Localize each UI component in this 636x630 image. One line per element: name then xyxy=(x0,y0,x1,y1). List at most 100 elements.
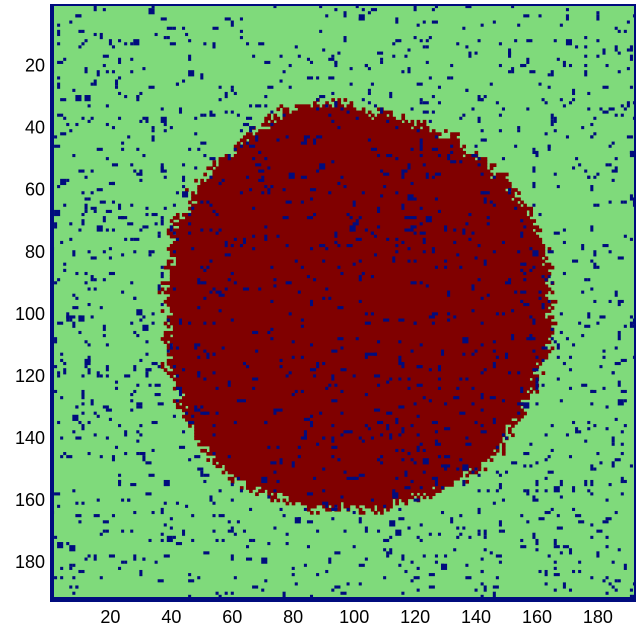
heatmap-cell-run xyxy=(246,479,454,484)
heatmap-cell xyxy=(105,70,109,74)
heatmap-cell xyxy=(526,57,530,64)
heatmap-cell-run xyxy=(215,455,491,459)
heatmap-cell xyxy=(151,126,155,130)
heatmap-cell-run xyxy=(288,498,393,503)
heatmap-cell xyxy=(309,299,314,307)
heatmap-cell xyxy=(401,458,405,462)
heatmap-cell xyxy=(203,321,207,325)
heatmap-cell xyxy=(489,200,493,204)
heatmap-cell xyxy=(291,393,295,397)
heatmap-cell xyxy=(553,588,557,592)
heatmap-cell xyxy=(413,321,417,325)
heatmap-cell xyxy=(419,523,423,527)
heatmap-cell xyxy=(614,417,618,421)
heatmap-cell-run xyxy=(197,185,512,189)
heatmap-cell xyxy=(383,538,390,543)
heatmap-cell xyxy=(258,287,262,291)
heatmap-cell xyxy=(227,455,231,459)
heatmap-cell xyxy=(495,470,499,474)
heatmap-cell xyxy=(319,244,323,248)
heatmap-cell xyxy=(559,479,563,487)
heatmap-cell xyxy=(102,54,109,58)
heatmap-cell xyxy=(358,582,362,586)
heatmap-cell-run xyxy=(194,433,506,438)
heatmap-cell xyxy=(474,256,478,260)
heatmap-cell xyxy=(224,253,228,257)
heatmap-cell xyxy=(480,557,484,561)
heatmap-cell xyxy=(93,278,97,282)
heatmap-cell xyxy=(239,17,243,21)
heatmap-cell xyxy=(480,408,484,412)
heatmap-cell xyxy=(154,32,158,37)
heatmap-cell xyxy=(96,147,103,151)
heatmap-cell xyxy=(434,135,438,139)
heatmap-cell xyxy=(160,303,164,307)
heatmap-cell xyxy=(160,265,164,269)
heatmap-cell xyxy=(413,231,417,235)
heatmap-cell xyxy=(136,334,140,338)
heatmap-cell xyxy=(465,563,469,567)
heatmap-cell xyxy=(474,588,478,592)
heatmap-cell xyxy=(520,545,527,549)
heatmap-cell xyxy=(553,566,557,570)
heatmap-cell xyxy=(166,26,173,30)
heatmap-cell xyxy=(370,82,374,86)
heatmap-cell xyxy=(587,91,591,96)
heatmap-cell xyxy=(288,312,292,316)
heatmap-cell xyxy=(300,324,304,328)
x-tick-label: 180 xyxy=(583,607,613,627)
heatmap-cell xyxy=(474,51,478,55)
heatmap-cell xyxy=(380,455,384,459)
heatmap-cell xyxy=(72,321,76,328)
heatmap-cell xyxy=(578,430,582,434)
heatmap-cell xyxy=(477,95,481,102)
heatmap-cell xyxy=(444,402,448,406)
heatmap-cell xyxy=(370,231,374,235)
heatmap-cell xyxy=(182,185,186,189)
heatmap-cell xyxy=(72,306,79,310)
heatmap-cell xyxy=(136,147,140,151)
heatmap-cell xyxy=(218,98,222,102)
heatmap-cell xyxy=(523,452,530,456)
heatmap-cell xyxy=(434,442,441,446)
heatmap-cell xyxy=(517,129,521,133)
heatmap-cell xyxy=(331,455,335,459)
heatmap-cell xyxy=(81,29,85,33)
heatmap-cell xyxy=(340,175,344,179)
heatmap-cell xyxy=(431,247,435,254)
heatmap-cell xyxy=(69,318,73,322)
heatmap-cell xyxy=(523,262,527,266)
heatmap-cell xyxy=(84,557,88,561)
heatmap-cell xyxy=(154,222,158,226)
heatmap-cell-run xyxy=(185,411,527,416)
heatmap-cell xyxy=(252,206,256,210)
heatmap-cell xyxy=(517,250,521,254)
heatmap-cell xyxy=(428,585,435,589)
heatmap-cell xyxy=(93,411,97,415)
heatmap-cell xyxy=(111,514,115,518)
heatmap-cell xyxy=(471,309,475,313)
heatmap-cell-run xyxy=(197,442,500,447)
heatmap-cell xyxy=(434,476,438,480)
heatmap-cell-run xyxy=(416,119,421,124)
heatmap-cell xyxy=(480,430,487,434)
heatmap-cell xyxy=(331,445,338,449)
heatmap-cell xyxy=(182,175,186,182)
heatmap-cell-run xyxy=(224,154,229,158)
heatmap-cell-run xyxy=(377,507,384,512)
heatmap-cell xyxy=(261,476,268,484)
heatmap-cell xyxy=(434,197,438,201)
heatmap-cell-run xyxy=(267,492,271,497)
heatmap-cell xyxy=(596,11,600,15)
heatmap-cell xyxy=(264,95,268,99)
heatmap-cell xyxy=(386,424,390,431)
heatmap-cell xyxy=(145,492,149,496)
heatmap-cell-run xyxy=(325,101,329,105)
heatmap-cell xyxy=(233,91,237,96)
heatmap-cell xyxy=(401,175,405,179)
heatmap-cell xyxy=(246,557,253,561)
heatmap-cell xyxy=(575,514,582,518)
heatmap-cell xyxy=(249,144,256,148)
heatmap-cell xyxy=(246,175,250,179)
heatmap-cell xyxy=(398,405,405,409)
